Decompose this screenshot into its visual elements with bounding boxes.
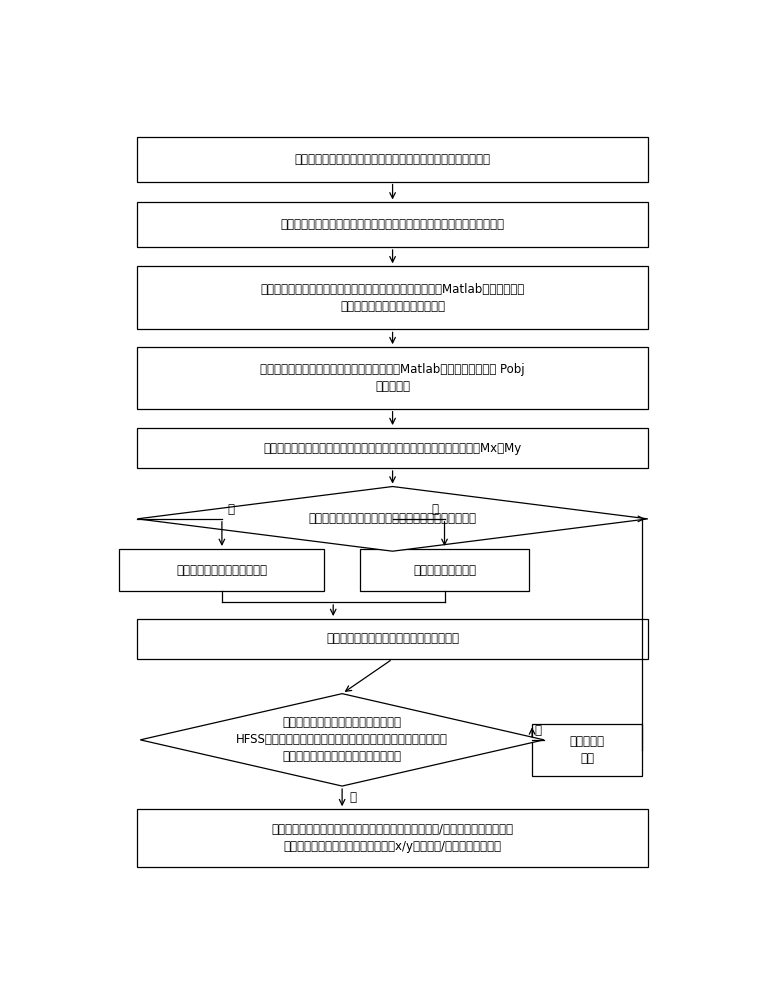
Text: 根据实际的应用需求，确定待设计的极化可重构天线的各项参数: 根据实际的应用需求，确定待设计的极化可重构天线的各项参数 (295, 153, 490, 166)
Text: 利用参考波和目标波束，结合全息方法求解天线表面的干涉相位分布值Mx和My: 利用参考波和目标波束，结合全息方法求解天线表面的干涉相位分布值Mx和My (264, 442, 522, 455)
Bar (137, 202, 648, 247)
Text: 得到天线表面各个位置的缝隙单元分布情况: 得到天线表面各个位置的缝隙单元分布情况 (326, 632, 459, 645)
Text: 否: 否 (431, 503, 439, 516)
Bar (360, 549, 529, 591)
Text: 该位置设置缝隙单元: 该位置设置缝隙单元 (413, 564, 476, 577)
Text: 是: 是 (349, 791, 356, 804)
Polygon shape (137, 487, 648, 551)
Bar (532, 724, 642, 776)
Text: 是: 是 (228, 503, 235, 516)
Bar (119, 549, 324, 591)
Text: 否: 否 (535, 724, 542, 737)
Text: 根据天线所选的馈源形式，确定参考波的解析表达式，并在Matlab软件中计算参
考波在天线表面范围内的相位分布: 根据天线所选的馈源形式，确定参考波的解析表达式，并在Matlab软件中计算参 考… (260, 283, 525, 313)
Text: 判断天线某个位置处的干涉相位值是否超过设定的阈值: 判断天线某个位置处的干涉相位值是否超过设定的阈值 (309, 512, 476, 525)
Polygon shape (140, 694, 544, 786)
Text: 针对若干缝隙单元构成的天线阵列，在
HFSS软件中设置该天线阵列的各项参数进行电磁仿真，判断仿真
结果中辐射波束和是否和预期目标一致: 针对若干缝隙单元构成的天线阵列，在 HFSS软件中设置该天线阵列的各项参数进行电… (236, 716, 448, 763)
Bar (137, 137, 648, 182)
Text: 为了实现天线的四种极化可重构，设计矩形缝隙作为天线的基本辐射单元: 为了实现天线的四种极化可重构，设计矩形缝隙作为天线的基本辐射单元 (280, 218, 505, 231)
Text: 在天线该位置不设置缝隙单元: 在天线该位置不设置缝隙单元 (176, 564, 267, 577)
Bar (137, 809, 648, 867)
Bar (137, 347, 648, 409)
Bar (137, 619, 648, 659)
Bar (137, 428, 648, 468)
Text: 调整阈值的
大小: 调整阈值的 大小 (569, 735, 604, 765)
Text: 确定期望辐射的目标波束的解析表达式，并在Matlab软件中计算目标波 Pobj
的相位分布: 确定期望辐射的目标波束的解析表达式，并在Matlab软件中计算目标波 Pobj … (260, 363, 525, 393)
Bar (137, 266, 648, 329)
Text: 针对达到目标的天线阵列，通过对每个缝隙单元进行通/断控制，得到对应的全
息相位分布图，实现辐射四种极化（x/y极化、左/右旋极化）的波束: 针对达到目标的天线阵列，通过对每个缝隙单元进行通/断控制，得到对应的全 息相位分… (272, 823, 513, 853)
